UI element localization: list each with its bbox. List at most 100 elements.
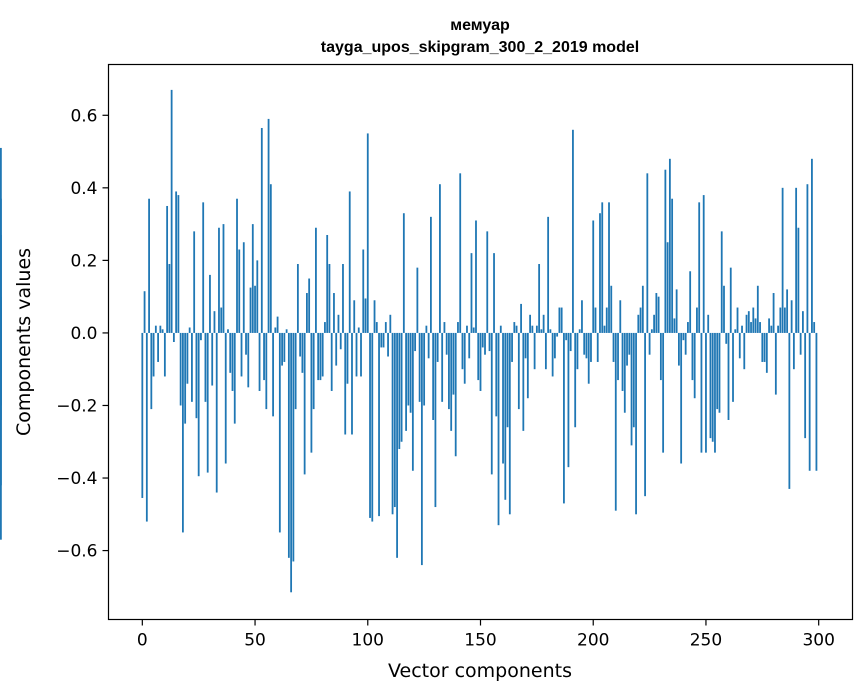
bar	[218, 227, 220, 333]
bar	[387, 332, 389, 357]
bar	[389, 314, 392, 333]
x-tick-label: 150	[464, 631, 496, 651]
bar	[414, 332, 417, 352]
bar	[504, 332, 507, 500]
bar	[508, 332, 511, 515]
bar	[240, 332, 243, 377]
bar	[260, 127, 263, 333]
bar	[693, 332, 696, 399]
bar	[310, 332, 313, 453]
bar	[335, 332, 338, 366]
bar	[612, 332, 615, 362]
bar	[427, 332, 430, 359]
bar	[743, 332, 746, 370]
bar	[457, 322, 459, 333]
bar	[729, 267, 732, 333]
bar	[267, 118, 270, 333]
bar	[587, 332, 590, 384]
bar	[213, 311, 216, 333]
bar	[614, 332, 617, 511]
bar	[714, 332, 716, 453]
bar	[720, 231, 723, 333]
bar	[472, 327, 475, 333]
bar	[650, 329, 653, 333]
bar	[411, 332, 414, 471]
bar	[610, 285, 613, 333]
bar	[177, 195, 180, 333]
bar	[783, 307, 786, 333]
bar	[290, 332, 293, 593]
bar	[605, 307, 608, 333]
x-tick-label: 0	[137, 631, 148, 651]
bar	[802, 311, 804, 333]
bar	[366, 133, 369, 333]
bar	[193, 231, 196, 333]
bar	[659, 332, 662, 381]
bar	[141, 332, 144, 498]
bar	[0, 332, 2, 486]
bar	[716, 332, 719, 410]
bar	[540, 329, 543, 333]
bar	[231, 332, 234, 391]
bar	[342, 264, 344, 333]
bar	[168, 264, 171, 333]
bar	[287, 332, 290, 558]
bar	[689, 271, 692, 333]
bar	[687, 322, 689, 333]
bar	[285, 329, 288, 333]
bar	[493, 253, 495, 333]
bar	[529, 314, 531, 333]
bar	[195, 332, 198, 419]
bar	[258, 332, 261, 391]
bar	[583, 332, 586, 355]
bar	[777, 325, 779, 333]
bar	[245, 332, 247, 355]
bar	[662, 332, 665, 453]
bar	[463, 332, 466, 384]
x-tick-label: 200	[577, 631, 609, 651]
bar	[680, 332, 683, 464]
bar	[799, 332, 802, 355]
bar	[375, 322, 378, 333]
bar	[655, 293, 658, 333]
y-tick-label: 0.0	[70, 324, 97, 344]
bar	[517, 332, 520, 410]
bar	[788, 332, 791, 489]
bar	[339, 332, 342, 350]
bar	[563, 332, 565, 504]
bar	[738, 332, 741, 359]
bar	[265, 332, 268, 410]
bar	[790, 300, 793, 333]
x-tick-label: 50	[244, 631, 266, 651]
bar	[547, 216, 550, 333]
bar	[578, 329, 581, 333]
bar	[355, 332, 358, 377]
bar	[351, 332, 353, 435]
bar	[723, 285, 725, 333]
bar	[599, 213, 601, 333]
bar	[490, 332, 493, 475]
bar	[752, 307, 755, 333]
bar	[621, 332, 624, 391]
bar	[756, 285, 759, 333]
bar	[768, 318, 770, 333]
bar	[263, 332, 265, 381]
bar	[294, 332, 297, 410]
bar	[315, 227, 317, 333]
bar	[159, 325, 162, 333]
bar	[792, 332, 795, 370]
bar	[815, 332, 818, 471]
bar	[166, 205, 169, 333]
bar	[678, 332, 680, 366]
bar	[454, 332, 457, 457]
bar	[152, 332, 155, 377]
bar	[436, 332, 439, 362]
bar	[269, 184, 272, 333]
bar	[247, 332, 250, 388]
y-tick-label: 0.2	[70, 251, 97, 271]
x-tick-label: 100	[352, 631, 384, 651]
bar	[227, 329, 229, 333]
bar	[360, 332, 362, 377]
bar	[750, 322, 752, 333]
